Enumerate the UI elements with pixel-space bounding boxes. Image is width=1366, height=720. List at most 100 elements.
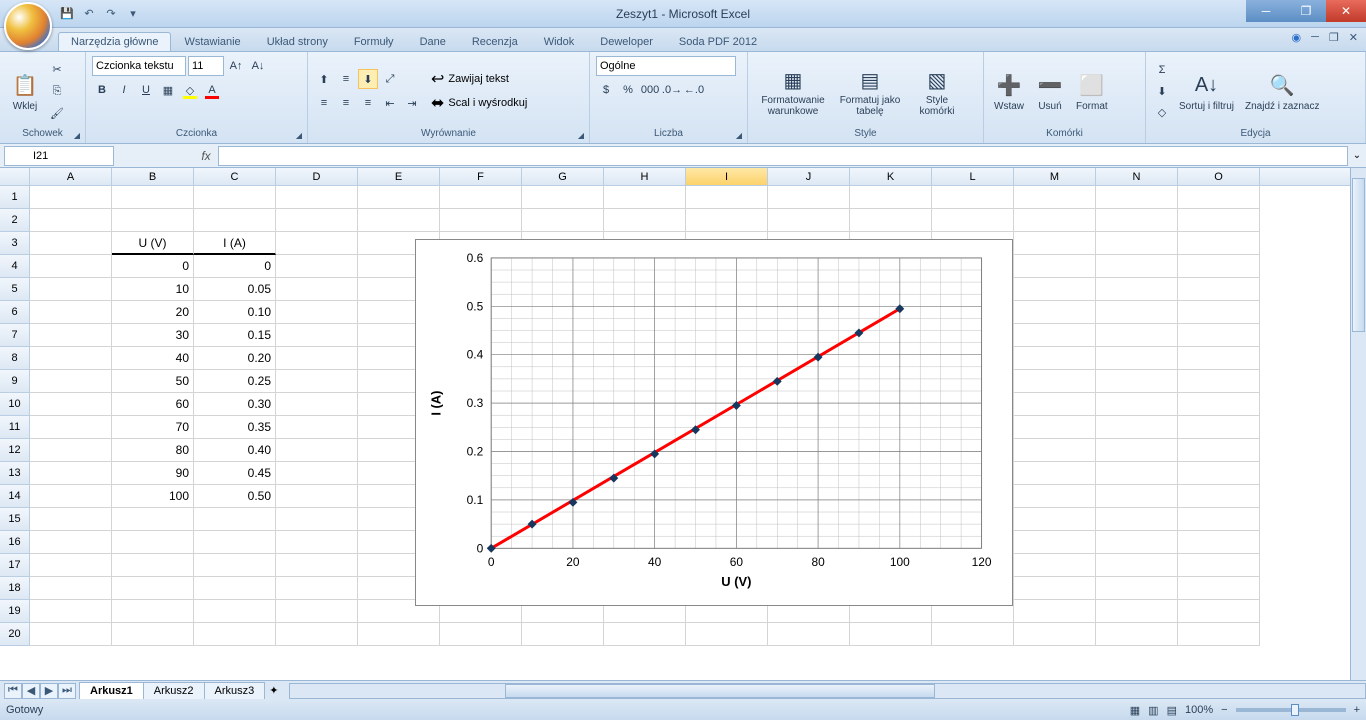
format-painter-icon[interactable]: 🖌 — [47, 103, 67, 123]
sheet-last-icon[interactable]: ⏭ — [58, 683, 76, 699]
cell[interactable]: 0.05 — [194, 278, 276, 301]
zoom-out-icon[interactable]: − — [1221, 704, 1227, 716]
cell[interactable] — [932, 209, 1014, 232]
cell[interactable] — [1096, 531, 1178, 554]
align-center-icon[interactable]: ≡ — [336, 93, 356, 113]
ribbon-tab-soda-pdf-2012[interactable]: Soda PDF 2012 — [666, 32, 770, 51]
cell[interactable] — [1014, 324, 1096, 347]
cell[interactable] — [276, 485, 358, 508]
ribbon-tab-widok[interactable]: Widok — [531, 32, 588, 51]
view-pagebreak-icon[interactable]: ▤ — [1167, 704, 1177, 717]
cell[interactable] — [604, 623, 686, 646]
cell[interactable]: 50 — [112, 370, 194, 393]
cell[interactable] — [1178, 186, 1260, 209]
cell[interactable] — [522, 186, 604, 209]
cell[interactable]: 90 — [112, 462, 194, 485]
increase-decimal-icon[interactable]: .0→ — [662, 80, 682, 100]
cell[interactable] — [440, 209, 522, 232]
cell[interactable] — [932, 623, 1014, 646]
cell[interactable] — [850, 209, 932, 232]
shrink-font-icon[interactable]: A↓ — [248, 56, 268, 76]
cell[interactable] — [1014, 232, 1096, 255]
grow-font-icon[interactable]: A↑ — [226, 56, 246, 76]
zoom-slider[interactable] — [1236, 708, 1346, 712]
italic-button[interactable]: I — [114, 80, 134, 100]
cell[interactable] — [1014, 462, 1096, 485]
column-header[interactable]: G — [522, 168, 604, 185]
cell[interactable] — [30, 485, 112, 508]
cell[interactable] — [30, 508, 112, 531]
cell[interactable] — [1096, 577, 1178, 600]
cell[interactable] — [1178, 301, 1260, 324]
vscroll-thumb[interactable] — [1352, 178, 1365, 332]
view-normal-icon[interactable]: ▦ — [1130, 704, 1140, 717]
cell[interactable] — [30, 255, 112, 278]
ribbon-tab-dane[interactable]: Dane — [407, 32, 459, 51]
cell[interactable]: 20 — [112, 301, 194, 324]
cell[interactable] — [768, 186, 850, 209]
cell[interactable] — [276, 370, 358, 393]
cell[interactable] — [1178, 485, 1260, 508]
embedded-chart[interactable]: 02040608010012000.10.20.30.40.50.6U (V)I… — [415, 239, 1013, 606]
ribbon-tab-formuły[interactable]: Formuły — [341, 32, 407, 51]
increase-indent-icon[interactable]: ⇥ — [402, 93, 422, 113]
cell[interactable] — [1178, 439, 1260, 462]
row-header[interactable]: 8 — [0, 347, 30, 370]
column-header[interactable]: K — [850, 168, 932, 185]
cell[interactable] — [30, 531, 112, 554]
cell[interactable] — [30, 416, 112, 439]
cell[interactable] — [1096, 255, 1178, 278]
conditional-formatting-button[interactable]: ▦ Formatowanie warunkowe — [754, 63, 832, 119]
cell[interactable] — [1096, 416, 1178, 439]
insert-cells-button[interactable]: ➕ Wstaw — [990, 69, 1028, 114]
cell[interactable] — [1178, 508, 1260, 531]
find-select-button[interactable]: 🔍 Znajdź i zaznacz — [1241, 69, 1323, 114]
cell[interactable] — [194, 508, 276, 531]
column-header[interactable]: M — [1014, 168, 1096, 185]
save-icon[interactable]: 💾 — [58, 5, 76, 23]
cell[interactable] — [1014, 301, 1096, 324]
vertical-scrollbar[interactable] — [1350, 168, 1366, 680]
row-header[interactable]: 2 — [0, 209, 30, 232]
row-header[interactable]: 19 — [0, 600, 30, 623]
cell[interactable] — [686, 623, 768, 646]
column-header[interactable]: J — [768, 168, 850, 185]
cell[interactable] — [1096, 232, 1178, 255]
row-header[interactable]: 18 — [0, 577, 30, 600]
cut-icon[interactable]: ✂ — [47, 59, 67, 79]
decrease-indent-icon[interactable]: ⇤ — [380, 93, 400, 113]
cell[interactable] — [276, 416, 358, 439]
cell[interactable] — [276, 209, 358, 232]
cell[interactable] — [276, 577, 358, 600]
cell[interactable] — [194, 600, 276, 623]
delete-cells-button[interactable]: ➖ Usuń — [1031, 69, 1069, 114]
cell[interactable] — [1096, 209, 1178, 232]
cell[interactable]: 0.25 — [194, 370, 276, 393]
cell[interactable] — [30, 577, 112, 600]
cell[interactable] — [276, 278, 358, 301]
row-header[interactable]: 11 — [0, 416, 30, 439]
cell[interactable]: 30 — [112, 324, 194, 347]
cell[interactable] — [194, 186, 276, 209]
cell[interactable] — [1096, 485, 1178, 508]
cell[interactable] — [30, 600, 112, 623]
column-header[interactable]: H — [604, 168, 686, 185]
cell[interactable] — [1178, 255, 1260, 278]
cell[interactable] — [276, 186, 358, 209]
cell[interactable] — [276, 255, 358, 278]
merge-center-button[interactable]: ⬌ Scal i wyśrodkuj — [431, 93, 527, 113]
help-icon[interactable]: ◉ — [1292, 31, 1302, 44]
undo-icon[interactable]: ↶ — [80, 5, 98, 23]
row-header[interactable]: 3 — [0, 232, 30, 255]
cell[interactable] — [1096, 554, 1178, 577]
row-header[interactable]: 7 — [0, 324, 30, 347]
column-header[interactable]: D — [276, 168, 358, 185]
cell[interactable] — [30, 462, 112, 485]
cell[interactable] — [30, 301, 112, 324]
align-top-icon[interactable]: ⬆ — [314, 69, 334, 89]
column-header[interactable]: L — [932, 168, 1014, 185]
minimize-button[interactable]: ─ — [1246, 0, 1286, 22]
row-header[interactable]: 15 — [0, 508, 30, 531]
cell[interactable] — [1096, 462, 1178, 485]
cell[interactable] — [1014, 209, 1096, 232]
